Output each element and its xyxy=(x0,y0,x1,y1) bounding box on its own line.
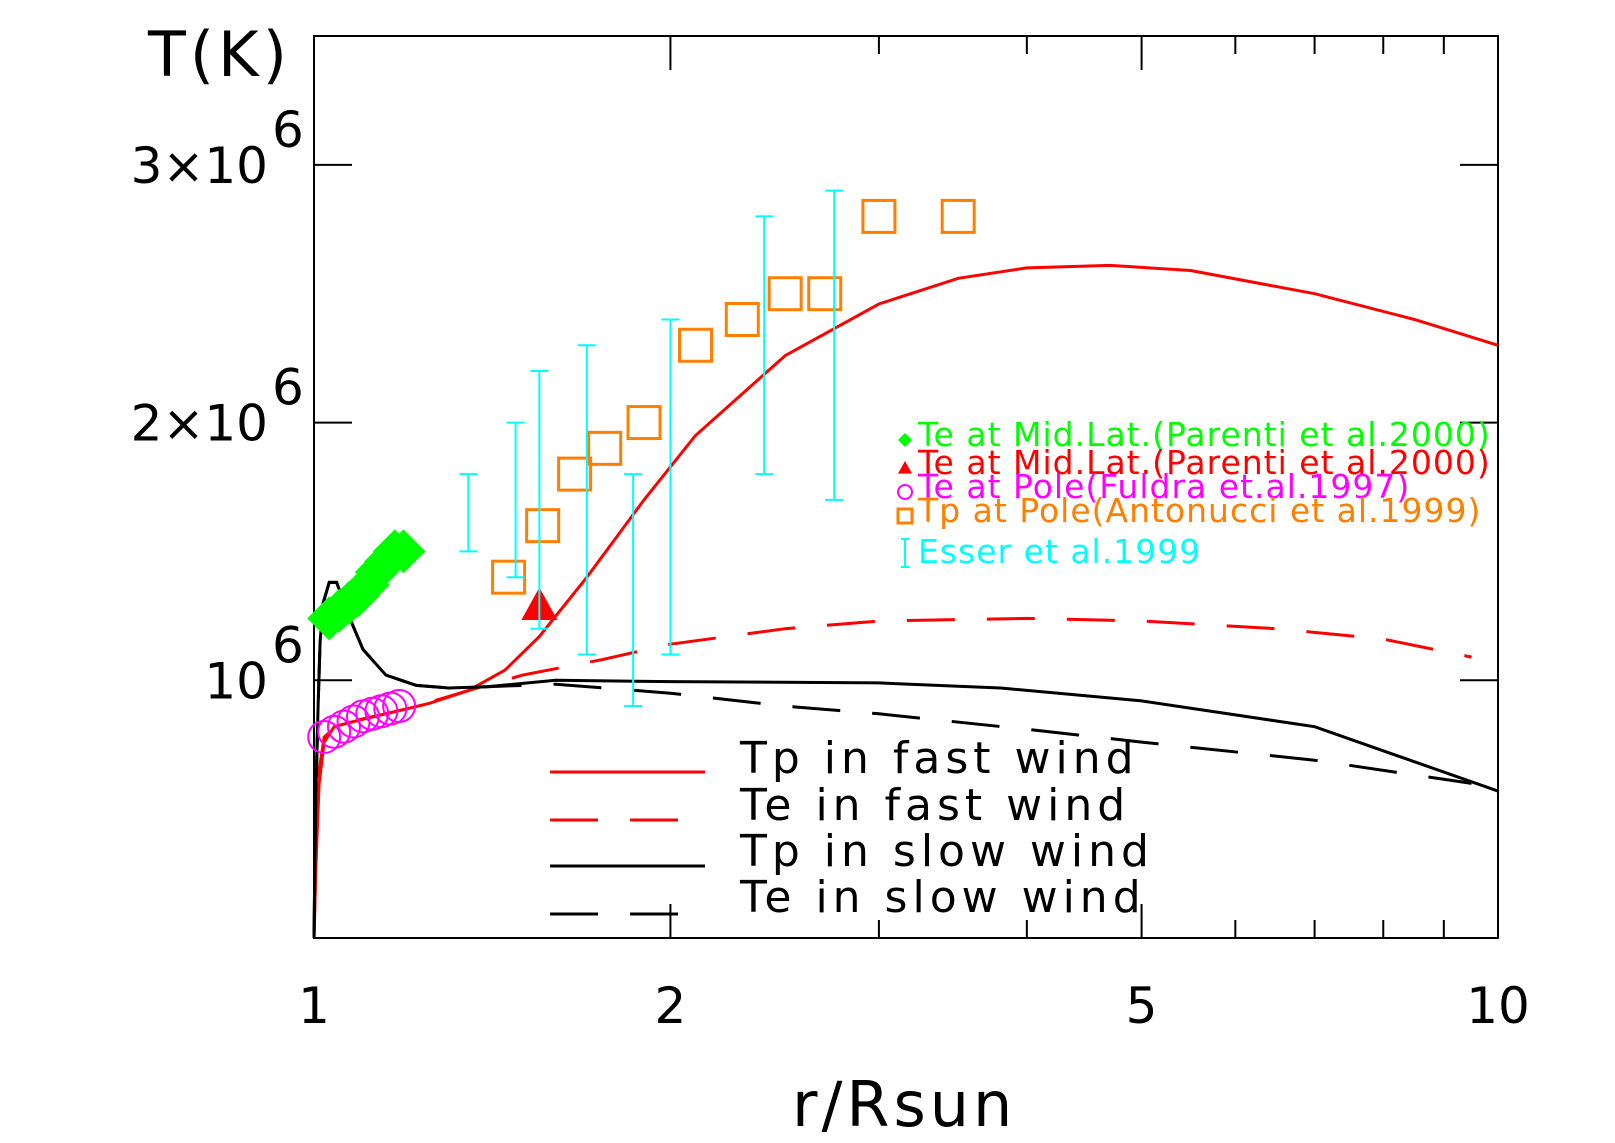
x-tick-label: 2 xyxy=(655,977,687,1035)
x-tick-label: 5 xyxy=(1126,977,1158,1035)
x-tick-label: 10 xyxy=(1466,977,1530,1035)
legend-line-label-1: Te in fast wind xyxy=(739,780,1130,831)
axis-ticks xyxy=(313,36,1499,938)
obs-marker-square xyxy=(557,456,593,492)
y-tick-label: 2×10 xyxy=(131,395,268,453)
obs-marker-circle xyxy=(307,719,342,754)
legend-marker-circle xyxy=(897,484,913,500)
obs-marker-square xyxy=(678,327,714,363)
legend-obs-label-4: Esser et al.1999 xyxy=(918,532,1201,571)
y-tick-label: 10 xyxy=(204,652,268,710)
y-axis-title: T(K) xyxy=(147,18,291,91)
obs-marker-diamond xyxy=(381,529,426,574)
legend-marker-square xyxy=(896,507,914,525)
obs-marker-square xyxy=(861,198,897,234)
obs-marker-circle xyxy=(382,689,417,724)
obs-marker-square xyxy=(626,405,662,441)
series-line-3 xyxy=(312,580,1472,939)
obs-marker-square xyxy=(940,198,976,234)
x-axis-title: r/Rsun xyxy=(792,1068,1016,1141)
y-tick-label-exponent: 6 xyxy=(272,616,304,674)
observations-layer xyxy=(307,189,976,754)
y-tick-label: 3×10 xyxy=(131,137,268,195)
legend-obs-label-3: Tp at Pole(Antonucci et al.1999) xyxy=(917,491,1481,530)
obs-marker-square xyxy=(767,276,803,312)
y-tick-label-exponent: 6 xyxy=(272,101,304,159)
obs-marker-square xyxy=(807,276,843,312)
obs-marker-square xyxy=(724,301,760,337)
obs-marker-square xyxy=(491,559,527,595)
obs-marker-circle xyxy=(317,714,352,749)
y-tick-label-exponent: 6 xyxy=(272,359,304,417)
legend-points: Te at Mid.Lat.(Parenti et al.2000) Te at… xyxy=(896,415,1491,571)
legend-obs-label-0: Te at Mid.Lat.(Parenti et al.2000) xyxy=(917,415,1491,454)
legend-line-label-0: Tp in fast wind xyxy=(739,733,1139,784)
legend-obs-label-2: Te at Pole(Fuldra et.al.1997) xyxy=(917,467,1410,506)
legend-marker-diamond xyxy=(898,433,912,447)
legend-line-label-3: Te in slow wind xyxy=(739,872,1146,923)
legend-marker-triangle xyxy=(898,461,912,474)
legend-lines: Tp in fast wind Te in fast wind Tp in sl… xyxy=(550,733,1154,923)
plot-frame xyxy=(313,35,1499,939)
obs-marker-circle xyxy=(326,709,361,744)
legend-line-label-2: Tp in slow wind xyxy=(739,826,1154,877)
x-tick-label: 1 xyxy=(298,977,330,1035)
legend-obs-label-1: Te at Mid.Lat.(Parenti et al.2000) xyxy=(917,443,1491,482)
obs-marker-square xyxy=(525,508,561,544)
obs-marker-square xyxy=(587,430,623,466)
